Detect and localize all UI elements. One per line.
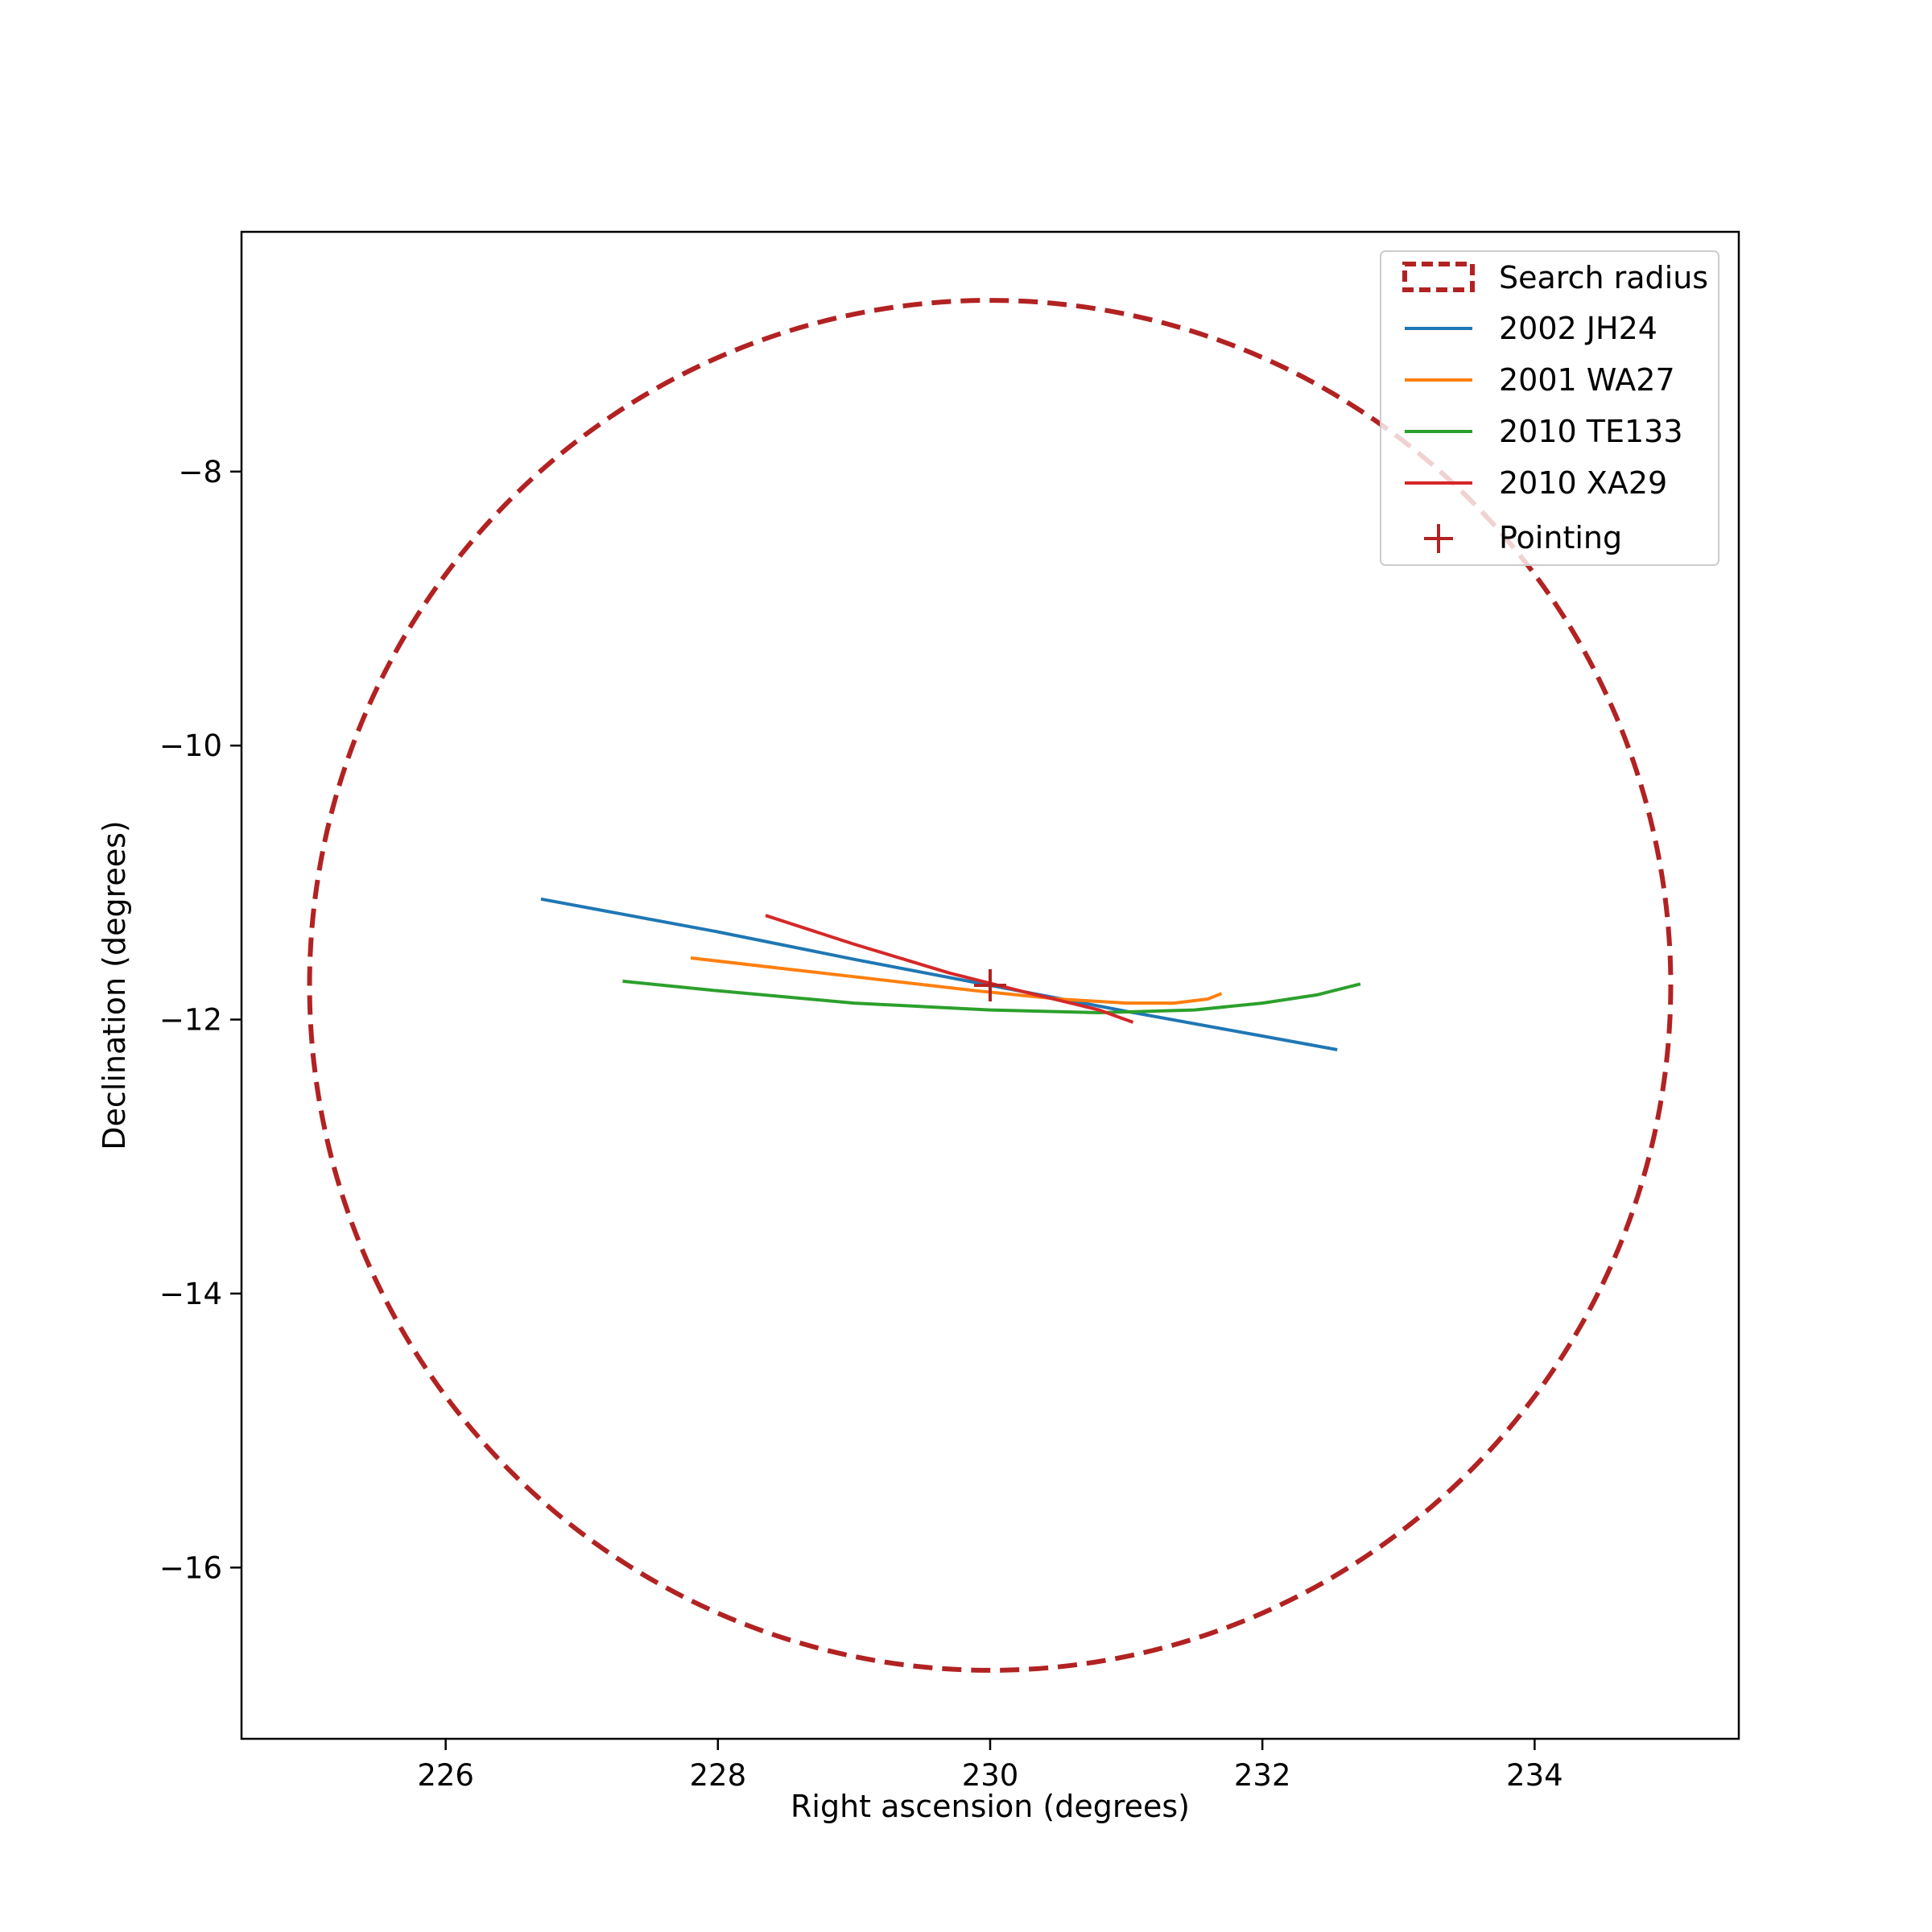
x-tick-label: 228 xyxy=(690,1758,747,1793)
x-tick-label: 232 xyxy=(1234,1758,1291,1793)
y-tick-label: −14 xyxy=(159,1277,222,1311)
x-axis-label: Right ascension (degrees) xyxy=(791,1789,1190,1824)
plot-area xyxy=(307,298,1674,1673)
legend-search-radius-swatch xyxy=(1402,262,1475,292)
x-tick-label: 234 xyxy=(1506,1758,1563,1793)
search-radius-circle xyxy=(307,298,1674,1673)
legend-series-3-label: 2010 XA29 xyxy=(1499,465,1667,501)
series-line-2 xyxy=(622,979,1361,1014)
legend-series-0-label: 2002 JH24 xyxy=(1499,311,1657,346)
legend-series-1-label: 2001 WA27 xyxy=(1499,362,1675,398)
y-axis: −8 −10 −12 −14 −16 xyxy=(159,455,242,1585)
y-tick-label: −16 xyxy=(159,1550,222,1585)
legend: Search radius 2002 JH24 2001 WA27 2010 T… xyxy=(1380,250,1719,566)
y-axis-label: Declination (degrees) xyxy=(97,820,132,1150)
legend-pointing-swatch xyxy=(1424,524,1453,553)
pointing-marker xyxy=(974,969,1006,1001)
y-tick-label: −8 xyxy=(178,455,222,489)
legend-series-2-label: 2010 TE133 xyxy=(1499,414,1683,449)
legend-box xyxy=(1380,250,1719,566)
legend-pointing-label: Pointing xyxy=(1499,520,1622,555)
x-tick-label: 230 xyxy=(962,1758,1019,1793)
y-tick-label: −10 xyxy=(159,729,222,763)
legend-search-radius-label: Search radius xyxy=(1499,260,1708,295)
y-tick-label: −12 xyxy=(159,1003,222,1038)
x-axis: 226 228 230 232 234 xyxy=(417,1739,1563,1793)
x-tick-label: 226 xyxy=(417,1758,474,1793)
